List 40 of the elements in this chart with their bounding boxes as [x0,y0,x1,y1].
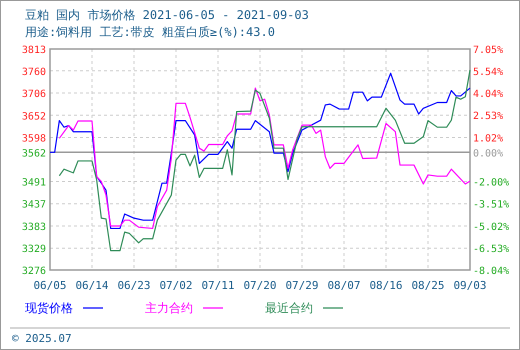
y2-tick-label: 2.53% [473,111,504,122]
x-tick-label: 07/29 [285,279,319,292]
x-tick-label: 07/20 [243,279,277,292]
legend-label: 最近合约 [265,301,313,315]
y2-tick-label: 4.04% [473,89,504,100]
y-tick-label: 3562 [22,148,46,160]
y2-tick-label: -8.04% [473,266,510,277]
x-tick-label: 06/23 [117,279,151,292]
y2-tick-label: 5.54% [473,67,504,78]
x-tick-label: 06/05 [33,279,67,292]
x-tick-label: 09/03 [453,279,487,292]
y-tick-label: 3491 [22,178,46,189]
y2-tick-label: -2.00% [473,178,510,189]
x-tick-label: 08/25 [411,279,445,292]
text: © 2025.07 [12,332,72,345]
y2-tick-label: 7.05% [473,45,504,56]
x-tick-label: 08/07 [327,279,361,292]
y-tick-label: 3276 [22,266,46,277]
y-tick-label: 3813 [22,45,46,56]
y-tick-label: 3437 [22,200,46,211]
y-tick-label: 3383 [22,222,46,233]
legend-label: 主力合约 [145,301,193,315]
y-tick-label: 3598 [22,133,46,144]
y-tick-label: 3706 [22,89,46,100]
chart-title: 豆粕 国内 市场价格 2021-06-05 - 2021-09-03 [25,8,309,22]
y-tick-label: 3329 [22,244,46,256]
y-tick-label: 3652 [22,111,46,122]
y2-tick-label: -6.53% [473,244,510,255]
y-tick-label: 3760 [22,66,46,78]
y2-tick-label: 0.00% [473,148,504,160]
x-tick-label: 08/16 [369,279,403,292]
y2-tick-label: -3.51% [473,200,510,211]
y2-tick-label: -5.02% [473,222,510,233]
line-series [58,69,471,252]
y2-tick-label: 1.02% [473,133,504,144]
x-tick-label: 07/02 [159,279,193,292]
chart-subtitle: 用途:饲料用 工艺:带皮 粗蛋白质≥(%):43.0 [25,25,275,39]
x-tick-label: 06/14 [75,279,109,292]
legend-label: 现货价格 [25,301,73,315]
x-tick-label: 07/11 [201,279,235,292]
